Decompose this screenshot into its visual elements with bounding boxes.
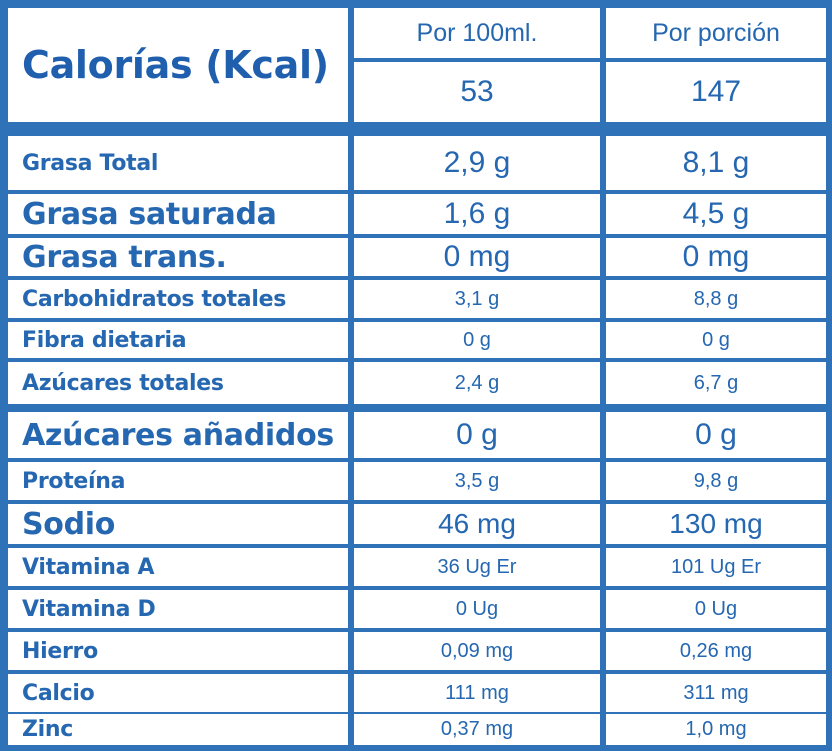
value-per-100ml: 3,5 g xyxy=(354,462,600,500)
value-per-100ml: 1,6 g xyxy=(354,194,600,234)
value-per-portion: 9,8 g xyxy=(606,462,826,500)
row-label: Calcio xyxy=(8,674,348,712)
row-label: Grasa trans. xyxy=(8,238,348,276)
value-per-portion: 101 Ug Er xyxy=(606,548,826,586)
value-per-100ml: 36 Ug Er xyxy=(354,548,600,586)
value-per-portion: 6,7 g xyxy=(606,362,826,404)
value-per-100ml: 3,1 g xyxy=(354,280,600,318)
value-per-portion: 0,26 mg xyxy=(606,632,826,670)
row-label: Vitamina A xyxy=(8,548,348,586)
value-per-100ml: 0 Ug xyxy=(354,590,600,628)
value-per-100ml: 0 g xyxy=(354,322,600,358)
value-per-100ml: 0 g xyxy=(354,412,600,458)
row-label: Vitamina D xyxy=(8,590,348,628)
row-label: Azúcares totales xyxy=(8,362,348,404)
row-label: Carbohidratos totales xyxy=(8,280,348,318)
calories-value: 53 xyxy=(354,62,600,122)
column-header: Por 100ml. xyxy=(354,8,600,58)
value-per-portion: 130 mg xyxy=(606,504,826,544)
row-label: Grasa saturada xyxy=(8,194,348,234)
value-per-100ml: 0,37 mg xyxy=(354,714,600,745)
value-per-portion: 4,5 g xyxy=(606,194,826,234)
value-per-portion: 0 g xyxy=(606,412,826,458)
value-per-portion: 311 mg xyxy=(606,674,826,712)
row-label: Grasa Total xyxy=(8,136,348,190)
calories-value: 147 xyxy=(606,62,826,122)
column-header: Por porción xyxy=(606,8,826,58)
row-label: Hierro xyxy=(8,632,348,670)
value-per-portion: 0 mg xyxy=(606,238,826,276)
row-label: Azúcares añadidos xyxy=(8,412,348,458)
value-per-100ml: 0 mg xyxy=(354,238,600,276)
value-per-portion: 0 g xyxy=(606,322,826,358)
value-per-portion: 1,0 mg xyxy=(606,714,826,745)
value-per-portion: 8,8 g xyxy=(606,280,826,318)
value-per-100ml: 46 mg xyxy=(354,504,600,544)
value-per-portion: 0 Ug xyxy=(606,590,826,628)
value-per-100ml: 0,09 mg xyxy=(354,632,600,670)
value-per-100ml: 111 mg xyxy=(354,674,600,712)
value-per-100ml: 2,9 g xyxy=(354,136,600,190)
row-label: Sodio xyxy=(8,504,348,544)
calories-label: Calorías (Kcal) xyxy=(8,8,348,122)
value-per-portion: 8,1 g xyxy=(606,136,826,190)
row-label: Fibra dietaria xyxy=(8,322,348,358)
row-label: Proteína xyxy=(8,462,348,500)
row-label: Zinc xyxy=(8,714,348,745)
value-per-100ml: 2,4 g xyxy=(354,362,600,404)
